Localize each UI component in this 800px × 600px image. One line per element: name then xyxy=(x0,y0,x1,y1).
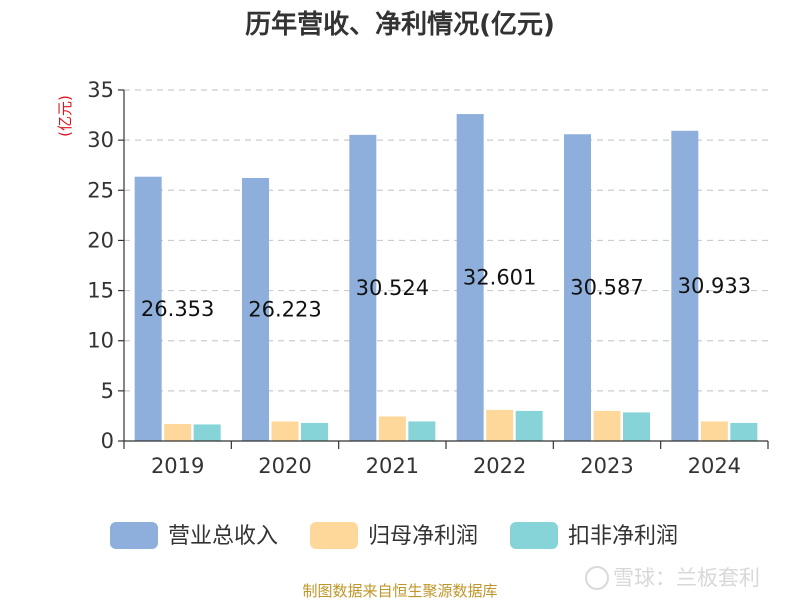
bar xyxy=(349,134,377,441)
bar xyxy=(408,421,436,441)
bar xyxy=(193,424,221,441)
legend-swatch xyxy=(310,522,358,549)
grid-lines xyxy=(124,89,768,392)
y-tick-label: 0 xyxy=(101,429,114,453)
bar xyxy=(164,423,192,441)
bar xyxy=(271,421,299,441)
y-tick-label: 5 xyxy=(101,379,114,403)
bar xyxy=(730,422,758,441)
y-tick-label: 10 xyxy=(87,329,114,353)
x-tick-label: 2020 xyxy=(258,454,311,478)
source-note: 制图数据来自恒生聚源数据库 xyxy=(302,582,497,600)
axes: 0 5 10 15 20 25 30 35 2019 2020 2021 2022 2023 2024 xyxy=(87,78,769,478)
x-tick-label: 2022 xyxy=(473,454,526,478)
chart-title: 历年营收、净利情况(亿元) xyxy=(245,9,555,40)
x-tick-label: 2021 xyxy=(366,454,419,478)
bar xyxy=(301,422,328,441)
legend: 营业总收入 归母净利润 扣非净利润 xyxy=(110,522,678,549)
data-label: 32.601 xyxy=(463,266,536,290)
watermark-text: 雪球：兰板套利 xyxy=(613,566,760,590)
legend-swatch xyxy=(110,522,158,549)
y-tick-label: 35 xyxy=(87,78,114,102)
bar xyxy=(700,421,728,441)
data-label: 26.223 xyxy=(248,298,321,322)
y-tick-label: 25 xyxy=(87,178,114,202)
data-label: 30.933 xyxy=(678,274,751,298)
data-label: 26.353 xyxy=(141,297,214,321)
y-tick-label: 15 xyxy=(87,279,114,303)
legend-swatch xyxy=(510,522,558,549)
watermark: 雪球：兰板套利 xyxy=(585,566,760,590)
bar xyxy=(671,130,699,441)
bar xyxy=(456,114,484,442)
bar xyxy=(515,410,543,441)
bar xyxy=(623,412,650,441)
y-tick-label: 20 xyxy=(87,228,114,252)
bar xyxy=(486,409,514,441)
watermark-logo-icon xyxy=(585,566,609,590)
x-tick-label: 2019 xyxy=(151,454,204,478)
legend-label: 营业总收入 xyxy=(168,524,278,549)
data-label: 30.524 xyxy=(356,276,429,300)
legend-label: 扣非净利润 xyxy=(568,524,678,549)
bar xyxy=(242,178,269,442)
bars xyxy=(134,114,758,442)
legend-label: 归母净利润 xyxy=(368,524,478,549)
x-tick-label: 2024 xyxy=(688,454,741,478)
y-tick-label: 30 xyxy=(87,128,114,152)
bar xyxy=(378,416,406,441)
bar xyxy=(593,410,621,441)
data-labels: 26.353 26.223 30.524 32.601 30.587 30.933 xyxy=(141,266,751,322)
x-tick-label: 2023 xyxy=(580,454,633,478)
data-label: 30.587 xyxy=(570,276,643,300)
bar xyxy=(564,134,591,441)
y-axis-label: (亿元) xyxy=(56,95,74,137)
bar xyxy=(134,176,162,442)
